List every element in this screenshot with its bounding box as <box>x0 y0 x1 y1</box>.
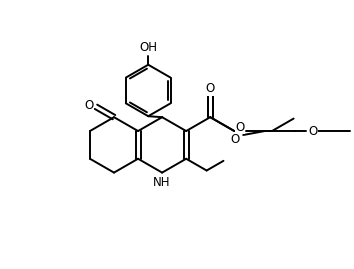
Text: O: O <box>236 121 245 134</box>
Text: OH: OH <box>139 41 157 54</box>
Text: O: O <box>206 82 215 95</box>
Text: O: O <box>206 82 215 95</box>
Text: NH: NH <box>153 176 171 189</box>
Text: O: O <box>84 99 94 112</box>
Text: O: O <box>309 125 318 137</box>
Text: O: O <box>231 133 240 146</box>
